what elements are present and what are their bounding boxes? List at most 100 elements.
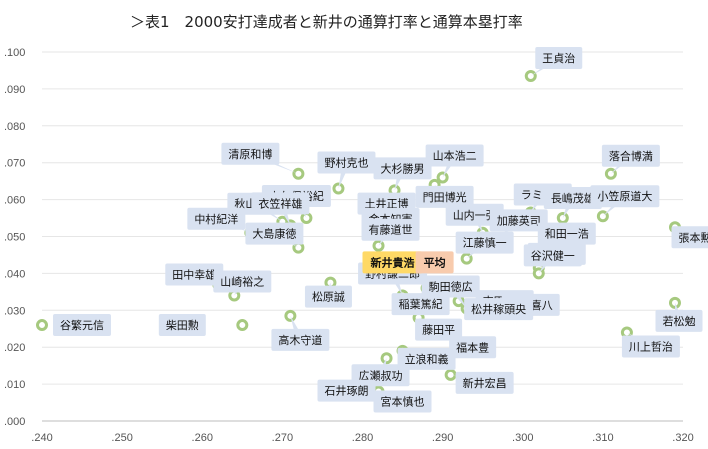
x-tick-label: .320 xyxy=(672,432,693,444)
y-tick-label: .020 xyxy=(4,342,25,354)
y-tick-label: .050 xyxy=(4,232,25,244)
point-label: 土井正博 xyxy=(365,197,409,211)
point-callout-box xyxy=(543,187,602,210)
point-label: 大島康徳 xyxy=(252,227,296,241)
highlight-box xyxy=(362,251,423,274)
point-label: 落合博満 xyxy=(609,149,653,163)
point-callout-box xyxy=(304,285,352,308)
point-callout-box xyxy=(421,275,480,298)
point-label: 小笠原道大 xyxy=(597,189,652,203)
point-label: 江藤慎一 xyxy=(463,236,507,250)
point-label: 長嶋茂雄 xyxy=(551,191,595,205)
point-label: 張本勲 xyxy=(678,230,708,244)
x-tick-label: .280 xyxy=(352,432,373,444)
point-callout-box xyxy=(489,209,548,232)
x-tick-label: .270 xyxy=(272,432,293,444)
point-callout-box xyxy=(535,46,583,69)
point-label: 谷繁元信 xyxy=(60,318,104,332)
point-label: 門田博光 xyxy=(423,190,467,204)
point-callout-box xyxy=(165,263,224,286)
point-callout-box xyxy=(391,293,450,316)
point-callout-box xyxy=(537,222,596,245)
x-tick-label: .250 xyxy=(111,432,132,444)
y-tick-label: .090 xyxy=(4,84,25,96)
y-tick-label: .100 xyxy=(4,47,25,59)
y-tick-label: .040 xyxy=(4,268,25,280)
point-label: 立浪和義 xyxy=(405,352,449,366)
data-point xyxy=(236,319,249,332)
point-label: 和田一浩 xyxy=(545,228,589,241)
tick-layer: .000 .010 .020 .030 .040 .050 .060 .070 .080 .090… xyxy=(4,47,694,444)
x-tick-label: .310 xyxy=(592,432,613,444)
point-callout-box xyxy=(621,335,680,358)
point-callout-box xyxy=(455,371,514,394)
point-label: 石井琢朗 xyxy=(325,384,369,398)
point-callout-box xyxy=(317,379,376,402)
point-label: 王貞治 xyxy=(542,51,575,65)
highlight-label: 新井貴浩 xyxy=(370,255,414,269)
point-label: 山本浩二 xyxy=(433,148,477,162)
point-label: 宮本慎也 xyxy=(381,394,425,408)
point-label: 清原和博 xyxy=(228,148,272,161)
highlight-label: 平均 xyxy=(424,255,446,269)
label-layer: 王貞治谷繁元信清原和博小久保裕紀野村克也大杉勝男山本浩二秋山幸二衣笠祥雄中村紀洋… xyxy=(53,46,708,413)
point-label: 衣笠祥雄 xyxy=(258,196,302,210)
point-callout-box xyxy=(455,231,514,254)
point-callout-box xyxy=(187,207,246,230)
y-tick-label: .030 xyxy=(4,305,25,317)
x-tick-label: .240 xyxy=(31,432,52,444)
point-callout-box xyxy=(671,226,708,249)
data-point xyxy=(36,319,48,332)
point-label: 野村克也 xyxy=(324,156,368,170)
point-label: 高木守道 xyxy=(278,333,322,347)
point-label: 大杉勝男 xyxy=(381,161,425,175)
point-label: 松井稼頭央 xyxy=(471,302,526,316)
point-label: 松原誠 xyxy=(312,290,345,304)
point-label: 若松勉 xyxy=(662,314,695,328)
point-callout-box xyxy=(271,328,330,351)
point-callout-box xyxy=(425,144,484,167)
y-tick-label: .070 xyxy=(4,158,25,170)
point-label: 新井宏昌 xyxy=(463,376,507,390)
point-label: 谷沢健一 xyxy=(531,248,575,262)
chart-title: ＞表1 2000安打達成者と新井の通算打率と通算本塁打率 xyxy=(130,13,523,31)
point-callout-box xyxy=(590,185,660,208)
point-callout-box xyxy=(158,314,206,337)
y-tick-label: .080 xyxy=(4,121,25,133)
point-callout-box xyxy=(523,244,582,267)
point-label: 田中幸雄 xyxy=(172,267,216,281)
point-callout-box xyxy=(415,318,463,341)
point-label: 山内一弘 xyxy=(453,208,497,222)
point-label: 広瀬叔功 xyxy=(359,368,403,382)
point-callout-box xyxy=(373,390,432,413)
point-label: 有藤道世 xyxy=(369,223,413,237)
point-callout-box xyxy=(449,336,497,359)
y-tick-label: .060 xyxy=(4,195,25,207)
point-label: 福本豊 xyxy=(456,340,489,354)
point-label: 駒田徳広 xyxy=(429,280,473,293)
point-callout-box xyxy=(655,309,703,332)
point-callout-box xyxy=(373,157,432,180)
point-callout-box xyxy=(601,144,660,167)
point-callout-box xyxy=(213,270,272,293)
point-label: 中村紀洋 xyxy=(194,212,238,226)
point-label: 加藤英司 xyxy=(497,213,541,227)
point-callout-box xyxy=(221,142,280,165)
point-callout-box xyxy=(53,314,111,337)
x-tick-label: .260 xyxy=(192,432,213,444)
point-callout-box xyxy=(464,298,534,321)
point-callout-box xyxy=(415,185,474,208)
point-callout-box xyxy=(445,203,504,226)
point-label: 稲葉篤紀 xyxy=(399,297,443,311)
point-label: 柴田勲 xyxy=(166,318,199,332)
point-callout-box xyxy=(397,347,456,370)
point-label: 川上哲治 xyxy=(629,339,673,353)
y-tick-label: .000 xyxy=(4,416,25,428)
x-tick-label: .300 xyxy=(512,432,533,444)
point-callout-box xyxy=(251,192,310,215)
point-callout-box xyxy=(317,151,376,174)
highlight-box xyxy=(415,251,454,274)
point-callout-box xyxy=(361,218,420,241)
x-tick-label: .290 xyxy=(432,432,453,444)
